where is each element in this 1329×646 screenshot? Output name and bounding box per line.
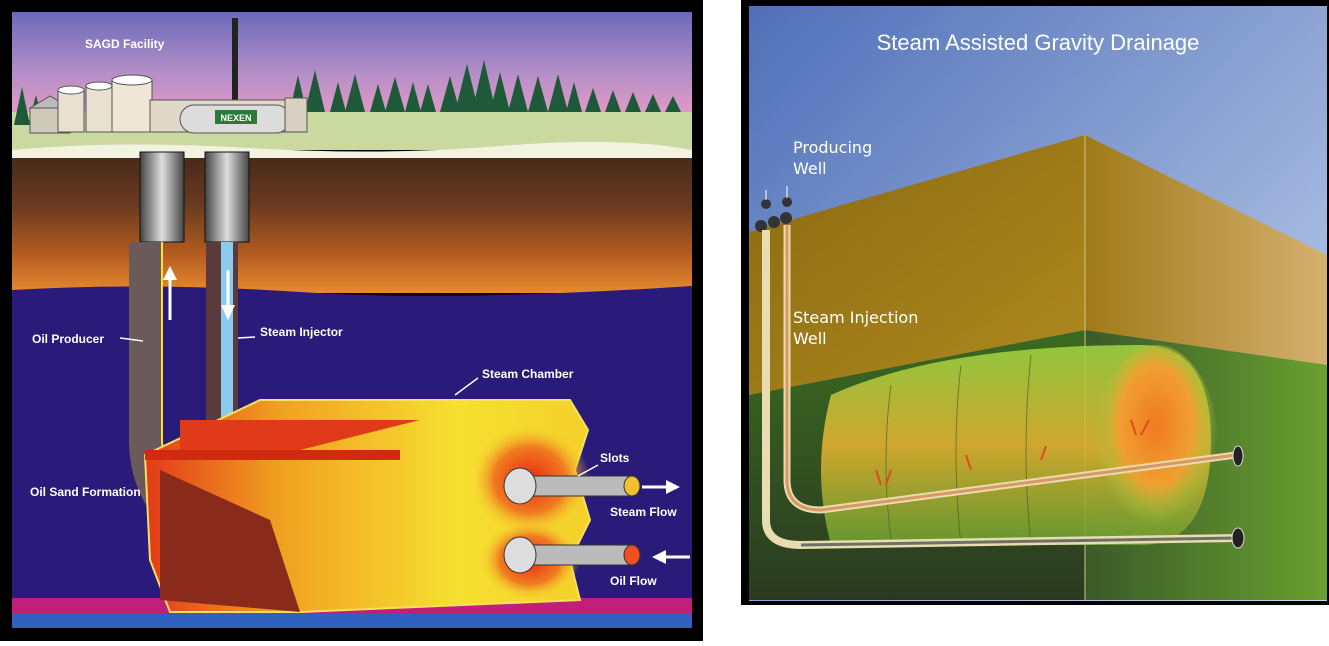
sagd-cross-section-diagram: Steam Assisted Gravity Drainage Producin… xyxy=(741,0,1329,605)
left-diagram-svg: NEXEN SAGD Facility xyxy=(0,0,703,641)
steam-flow-arrow xyxy=(642,480,680,494)
tank-logo: NEXEN xyxy=(220,113,251,123)
overburden-layer xyxy=(12,158,692,293)
oil-flow-label: Oil Flow xyxy=(610,574,657,588)
steam-injection-label-line2: Well xyxy=(793,329,827,348)
steam-flow-label: Steam Flow xyxy=(610,505,677,519)
oil-producer-label: Oil Producer xyxy=(32,332,104,346)
sagd-facility-plant: NEXEN xyxy=(28,18,308,134)
soil-side-face xyxy=(1085,135,1327,365)
steam-injection-well-pipe xyxy=(783,225,1244,514)
sagd-facility-diagram: NEXEN SAGD Facility xyxy=(0,0,703,641)
steam-injector-label: Steam Injector xyxy=(260,325,343,339)
right-diagram-svg: Steam Assisted Gravity Drainage Producin… xyxy=(741,0,1329,605)
diagram-title: Steam Assisted Gravity Drainage xyxy=(877,30,1200,55)
slots-label: Slots xyxy=(600,451,630,465)
soil-front-face xyxy=(749,135,1085,395)
producing-well-label-line1: Producing xyxy=(793,138,872,157)
slotted-liner-lower xyxy=(503,536,641,574)
sagd-facility-label: SAGD Facility xyxy=(85,37,165,51)
steam-chamber xyxy=(143,399,592,613)
steam-injection-label-line1: Steam Injection xyxy=(793,308,918,327)
oil-sand-formation-label: Oil Sand Formation xyxy=(30,485,141,499)
oil-flow-arrow xyxy=(652,550,690,564)
steam-chamber-label: Steam Chamber xyxy=(482,367,574,381)
producing-well-label-line2: Well xyxy=(793,159,827,178)
wellheads xyxy=(755,186,792,232)
slotted-liner-upper xyxy=(503,467,641,505)
producing-well-pipe xyxy=(762,230,1245,550)
